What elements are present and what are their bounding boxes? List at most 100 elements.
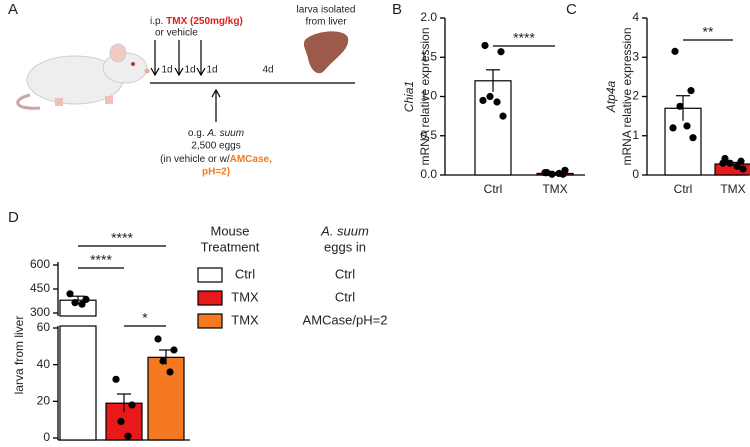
data-point bbox=[154, 335, 162, 343]
data-point bbox=[117, 417, 125, 426]
panel-label: D bbox=[8, 209, 19, 226]
data-point bbox=[689, 134, 697, 142]
y-tick-label: 0 bbox=[632, 167, 639, 181]
legend-header: eggs in bbox=[324, 239, 366, 254]
significance-label: * bbox=[142, 310, 148, 326]
y-tick-label: 1.5 bbox=[420, 49, 437, 63]
data-point bbox=[497, 48, 505, 56]
legend-header: A. suum bbox=[320, 223, 369, 238]
significance-label: ** bbox=[703, 24, 714, 40]
data-point bbox=[719, 159, 727, 167]
endpoint: from liver bbox=[305, 17, 347, 28]
data-point bbox=[739, 165, 747, 173]
data-point bbox=[687, 87, 695, 95]
route-text: i.p. TMX (250mg/kg) bbox=[150, 16, 243, 27]
data-point bbox=[493, 98, 501, 106]
data-point bbox=[733, 162, 741, 170]
data-point bbox=[555, 169, 563, 178]
y-tick-label: 0.0 bbox=[420, 167, 437, 181]
panel-label: C bbox=[566, 1, 577, 18]
data-point bbox=[726, 159, 734, 167]
legend-label: Ctrl bbox=[235, 266, 255, 281]
interval: 1d bbox=[184, 65, 195, 76]
eggs: 2,500 eggs bbox=[191, 141, 241, 152]
mouse-icon bbox=[16, 43, 150, 110]
significance-label: **** bbox=[111, 230, 133, 246]
data-point bbox=[548, 170, 556, 178]
data-point bbox=[112, 375, 120, 383]
x-tick-label: TMX bbox=[542, 182, 567, 196]
data-point bbox=[671, 47, 679, 55]
legend-label: Ctrl bbox=[335, 289, 355, 304]
data-point bbox=[561, 166, 569, 174]
x-tick-label: TMX bbox=[720, 182, 745, 196]
legend-swatch bbox=[197, 290, 223, 306]
data-point bbox=[486, 92, 494, 101]
data-point bbox=[669, 124, 677, 132]
gavage-text: o.g. A. suum bbox=[188, 128, 244, 139]
interval: 4d bbox=[262, 65, 273, 76]
y-tick-label: 450 bbox=[30, 281, 50, 295]
legend-header: Mouse bbox=[210, 223, 249, 238]
y-axis-label: mRNA relative expression bbox=[620, 27, 634, 165]
legend-label: TMX bbox=[231, 289, 259, 304]
data-point bbox=[541, 169, 549, 177]
y-tick-label: 600 bbox=[30, 257, 50, 271]
data-point bbox=[499, 112, 507, 120]
y-tick-label: 1.0 bbox=[420, 89, 437, 103]
data-point bbox=[78, 300, 86, 308]
y-tick-label: 4 bbox=[632, 10, 639, 24]
liver-icon bbox=[303, 31, 349, 74]
y-tick-label: 20 bbox=[37, 394, 51, 408]
panel-label: A bbox=[8, 1, 18, 18]
vehicle: (in vehicle or w/ bbox=[160, 154, 230, 165]
y-tick-label: 0.5 bbox=[420, 128, 437, 142]
data-point bbox=[82, 295, 90, 303]
data-point bbox=[481, 41, 489, 50]
arrows bbox=[150, 40, 221, 122]
y-tick-label: 2.0 bbox=[420, 10, 437, 24]
y-axis-label: mRNA relative expression bbox=[418, 27, 432, 165]
drug: TMX (250mg/kg) bbox=[166, 16, 243, 27]
vehicle-text: or vehicle bbox=[155, 28, 198, 39]
legend-swatch bbox=[197, 313, 223, 329]
legend-label: TMX bbox=[231, 312, 259, 327]
bar bbox=[147, 356, 185, 441]
data-point bbox=[124, 432, 132, 440]
route: i.p. bbox=[150, 16, 163, 27]
data-point bbox=[159, 357, 167, 365]
y-axis-label: Atp4a bbox=[604, 80, 618, 113]
data-point bbox=[683, 122, 691, 130]
y-tick-label: 1 bbox=[632, 128, 639, 142]
data-point bbox=[71, 299, 79, 307]
data-point bbox=[170, 346, 178, 354]
y-tick-label: 0 bbox=[43, 430, 50, 444]
y-tick-label: 3 bbox=[632, 49, 639, 63]
y-tick-label: 40 bbox=[37, 357, 51, 371]
x-tick-label: Ctrl bbox=[484, 182, 503, 196]
bar bbox=[59, 325, 97, 441]
data-point bbox=[166, 368, 174, 376]
interval: 1d bbox=[161, 65, 172, 76]
legend-swatch bbox=[197, 267, 223, 283]
parasite: A. suum bbox=[206, 128, 244, 139]
y-tick-label: 300 bbox=[30, 305, 50, 319]
data-point bbox=[479, 96, 487, 105]
amcase: AMCase, bbox=[230, 154, 272, 165]
y-tick-label: 60 bbox=[37, 320, 51, 334]
legend-label: Ctrl bbox=[335, 266, 355, 281]
vehicle-line: (in vehicle or w/AMCase, bbox=[160, 154, 272, 165]
x-tick-label: Ctrl bbox=[674, 182, 693, 196]
y-axis-label: Chia1 bbox=[402, 81, 416, 112]
significance-label: **** bbox=[513, 30, 535, 46]
legend-header: Treatment bbox=[201, 239, 260, 254]
panel-label: B bbox=[392, 1, 402, 18]
data-point bbox=[737, 157, 745, 165]
data-point bbox=[128, 401, 136, 409]
gavage: o.g. bbox=[188, 128, 205, 139]
legend-label: AMCase/pH=2 bbox=[303, 312, 388, 327]
ph: pH=2) bbox=[202, 167, 230, 178]
y-tick-label: 2 bbox=[632, 89, 639, 103]
